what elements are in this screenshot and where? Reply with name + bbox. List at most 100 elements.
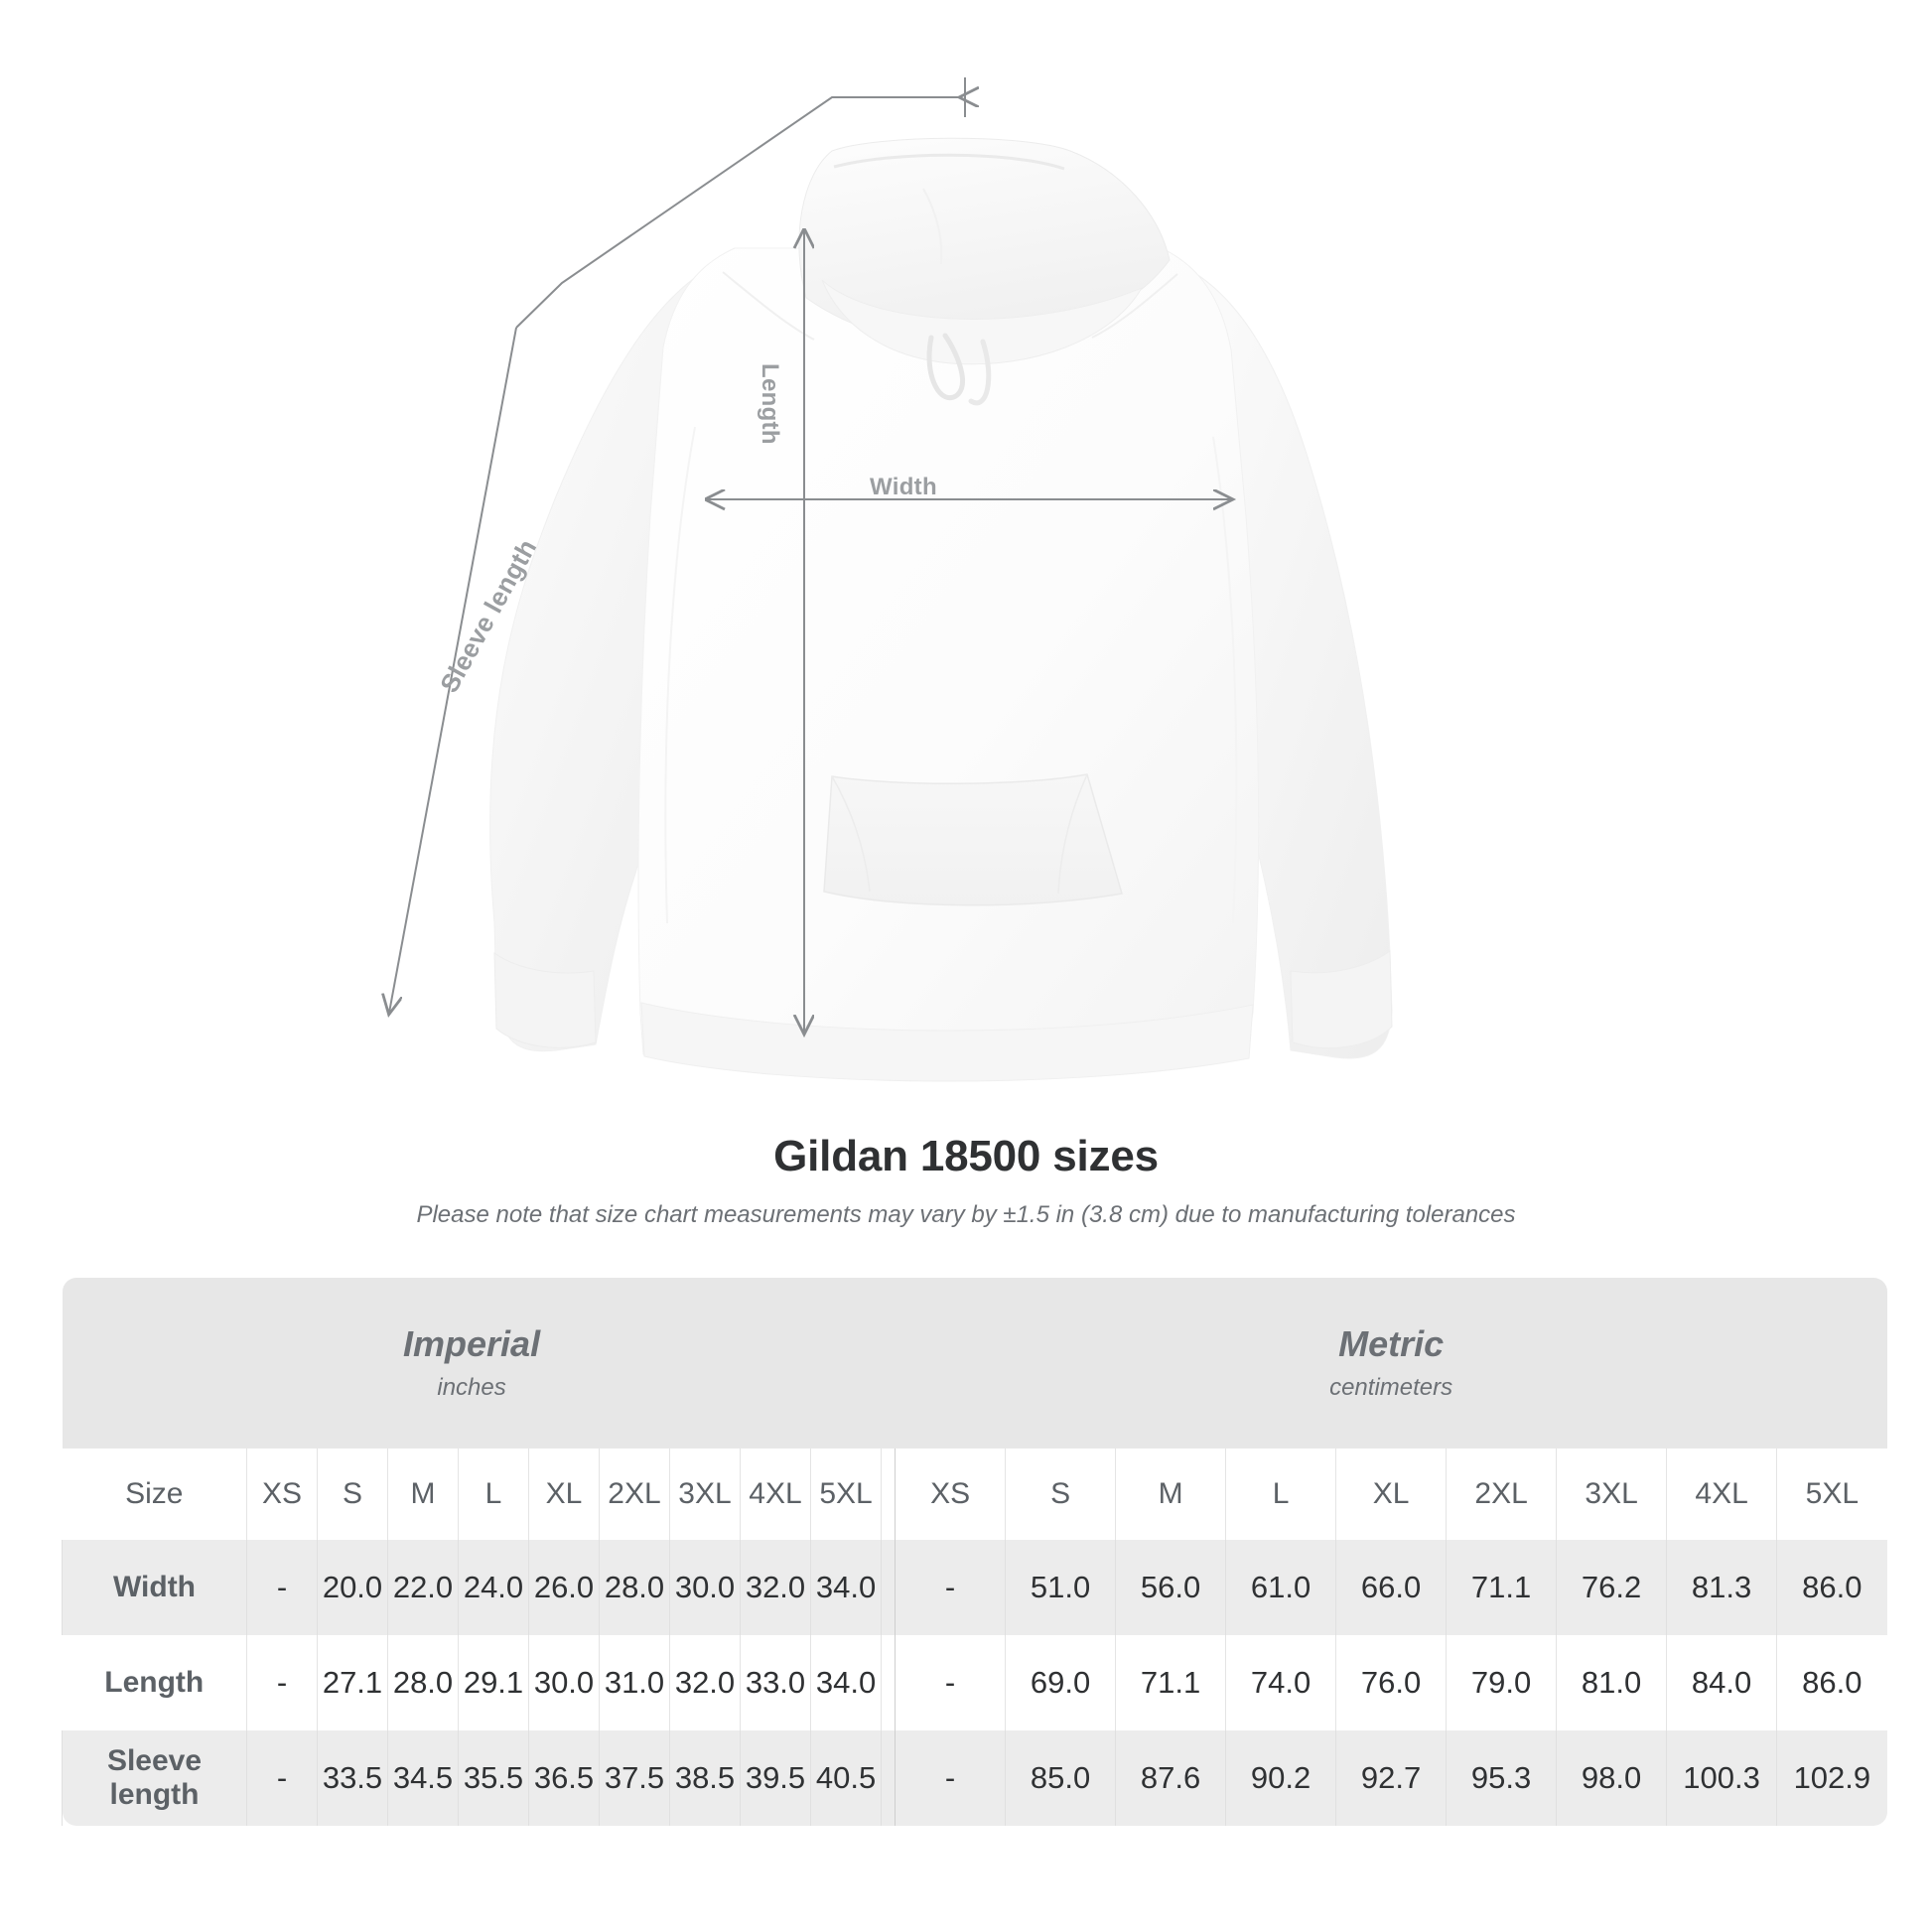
size-header-cell-imperial: XL <box>528 1449 600 1540</box>
header-divider <box>881 1449 896 1540</box>
measurement-cell-imperial: 37.5 <box>599 1730 670 1826</box>
garment-diagram: Length Width Sleeve length <box>0 77 1393 1082</box>
measurement-cell-imperial: 33.0 <box>740 1635 811 1730</box>
size-header-row: Size XS S M L XL 2XL 3XL 4XL 5XL XS S M L XL 2XL 3XL 4XL 5… <box>63 1449 1887 1540</box>
size-header-cell-metric: 2XL <box>1446 1449 1557 1540</box>
size-header-cell-imperial: 2XL <box>599 1449 670 1540</box>
measurement-cell-imperial: 22.0 <box>387 1540 459 1635</box>
measurement-cell-metric: 79.0 <box>1446 1635 1557 1730</box>
measurement-cell-imperial: - <box>246 1730 318 1826</box>
size-header-cell-imperial: 5XL <box>809 1449 882 1540</box>
imperial-unit-sub: inches <box>437 1373 506 1401</box>
measurement-cell-metric: 84.0 <box>1666 1635 1777 1730</box>
metric-unit-name: Metric <box>1338 1323 1445 1365</box>
measurement-cell-imperial: 32.0 <box>669 1635 741 1730</box>
measurement-cell-metric: 86.0 <box>1776 1635 1887 1730</box>
size-header-cell-imperial: M <box>387 1449 459 1540</box>
measurement-cell-imperial: 38.5 <box>669 1730 741 1826</box>
measurement-cell-imperial: 39.5 <box>740 1730 811 1826</box>
imperial-unit-header: Imperial inches <box>62 1278 882 1449</box>
size-header-cell-imperial: S <box>317 1449 388 1540</box>
measurement-cell-metric: 81.3 <box>1666 1540 1777 1635</box>
size-header-label: Size <box>125 1477 184 1510</box>
measurement-cell-metric: - <box>895 1635 1006 1730</box>
sleeve-leader-line <box>515 97 961 329</box>
measurement-cell-imperial: 27.1 <box>317 1635 388 1730</box>
measurement-cell-metric: 76.0 <box>1335 1635 1447 1730</box>
unit-divider <box>881 1278 896 1449</box>
row-divider <box>881 1635 896 1730</box>
measurement-cell-imperial: 33.5 <box>317 1730 388 1826</box>
measurement-cell-metric: 102.9 <box>1776 1730 1887 1826</box>
measurement-cell-imperial: 30.0 <box>528 1635 600 1730</box>
hoodie-illustration <box>0 77 1393 1082</box>
measurement-cell-metric: 92.7 <box>1335 1730 1447 1826</box>
size-header-cell-metric: 4XL <box>1666 1449 1777 1540</box>
measurement-cell-imperial: 32.0 <box>740 1540 811 1635</box>
size-header-cell-metric: XL <box>1335 1449 1447 1540</box>
table-row: Sleeve length -33.5 34.5 35.5 36.5 37.5 38.5 39… <box>62 1730 1887 1826</box>
row-label: Width <box>62 1540 247 1635</box>
metric-unit-sub: centimeters <box>1329 1373 1453 1401</box>
measurement-cell-metric: 76.2 <box>1556 1540 1667 1635</box>
measurement-cell-imperial: 30.0 <box>669 1540 741 1635</box>
measurement-cell-imperial: 26.0 <box>528 1540 600 1635</box>
measurement-cell-metric: 81.0 <box>1556 1635 1667 1730</box>
measurement-cell-metric: 61.0 <box>1225 1540 1336 1635</box>
measurement-cell-metric: 71.1 <box>1446 1540 1557 1635</box>
unit-banner-row: Imperial inches Metric centimeters <box>62 1278 1887 1449</box>
row-label: Length <box>104 1666 205 1699</box>
measurement-cell-imperial: 34.0 <box>809 1635 882 1730</box>
sleeve-dimension-line <box>389 327 517 1013</box>
size-header-cell-imperial: L <box>458 1449 529 1540</box>
size-header-cell-imperial: XS <box>246 1449 318 1540</box>
measurement-cell-metric: 74.0 <box>1225 1635 1336 1730</box>
measurement-cell-imperial: 28.0 <box>387 1635 459 1730</box>
size-header-cell-metric: XS <box>895 1449 1006 1540</box>
measurement-cell-metric: - <box>895 1730 1006 1826</box>
measurement-cell-imperial: 35.5 <box>458 1730 529 1826</box>
measurement-cell-imperial: 40.5 <box>809 1730 882 1826</box>
chart-heading-block: Gildan 18500 sizes Please note that size… <box>0 1132 1932 1229</box>
size-header-cell-metric: M <box>1115 1449 1226 1540</box>
measurement-cell-imperial: 20.0 <box>317 1540 388 1635</box>
table-row: Width -20.0 22.0 24.0 26.0 28.0 30.0 32.0 34.0-5… <box>62 1540 1887 1635</box>
size-chart-table: Imperial inches Metric centimeters Size XS S M L… <box>62 1278 1887 1826</box>
measurement-cell-metric: 90.2 <box>1225 1730 1336 1826</box>
measurement-cell-metric: - <box>895 1540 1006 1635</box>
tolerance-note: Please note that size chart measurements… <box>416 1201 1516 1228</box>
width-label: Width <box>870 474 937 500</box>
size-table-wrapper: Imperial inches Metric centimeters Size XS S M L… <box>62 1278 1887 1826</box>
hoodie-garment <box>489 137 1393 1082</box>
measurement-cell-metric: 86.0 <box>1776 1540 1887 1635</box>
measurement-cell-imperial: 29.1 <box>458 1635 529 1730</box>
measurement-cell-metric: 71.1 <box>1115 1635 1226 1730</box>
measurement-cell-imperial: 36.5 <box>528 1730 600 1826</box>
page-title: Gildan 18500 sizes <box>773 1132 1159 1180</box>
size-header-cell-metric: 3XL <box>1556 1449 1667 1540</box>
measurement-cell-metric: 66.0 <box>1335 1540 1447 1635</box>
table-row: Length -27.1 28.0 29.1 30.0 31.0 32.0 33.0 34.0-… <box>63 1635 1887 1730</box>
measurement-cell-metric: 95.3 <box>1446 1730 1557 1826</box>
measurement-cell-imperial: 34.0 <box>809 1540 882 1635</box>
size-header-cell-metric: S <box>1005 1449 1116 1540</box>
measurement-lines <box>389 77 1231 1033</box>
row-label: Sleeve length <box>62 1730 247 1826</box>
measurement-cell-imperial: - <box>246 1635 318 1730</box>
measurement-cell-metric: 98.0 <box>1556 1730 1667 1826</box>
measurement-cell-imperial: - <box>246 1540 318 1635</box>
measurement-cell-metric: 69.0 <box>1005 1635 1116 1730</box>
measurement-cell-metric: 51.0 <box>1005 1540 1116 1635</box>
measurement-cell-metric: 87.6 <box>1115 1730 1226 1826</box>
metric-unit-header: Metric centimeters <box>895 1278 1887 1449</box>
measurement-cell-metric: 100.3 <box>1666 1730 1777 1826</box>
size-header-cell-imperial: 3XL <box>669 1449 741 1540</box>
measurement-cell-imperial: 34.5 <box>387 1730 459 1826</box>
measurement-cell-imperial: 31.0 <box>599 1635 670 1730</box>
size-header-cell-imperial: 4XL <box>740 1449 811 1540</box>
size-header-cell-metric: 5XL <box>1776 1449 1887 1540</box>
measurement-cell-metric: 56.0 <box>1115 1540 1226 1635</box>
size-header-cell-metric: L <box>1225 1449 1336 1540</box>
row-divider <box>881 1540 896 1635</box>
